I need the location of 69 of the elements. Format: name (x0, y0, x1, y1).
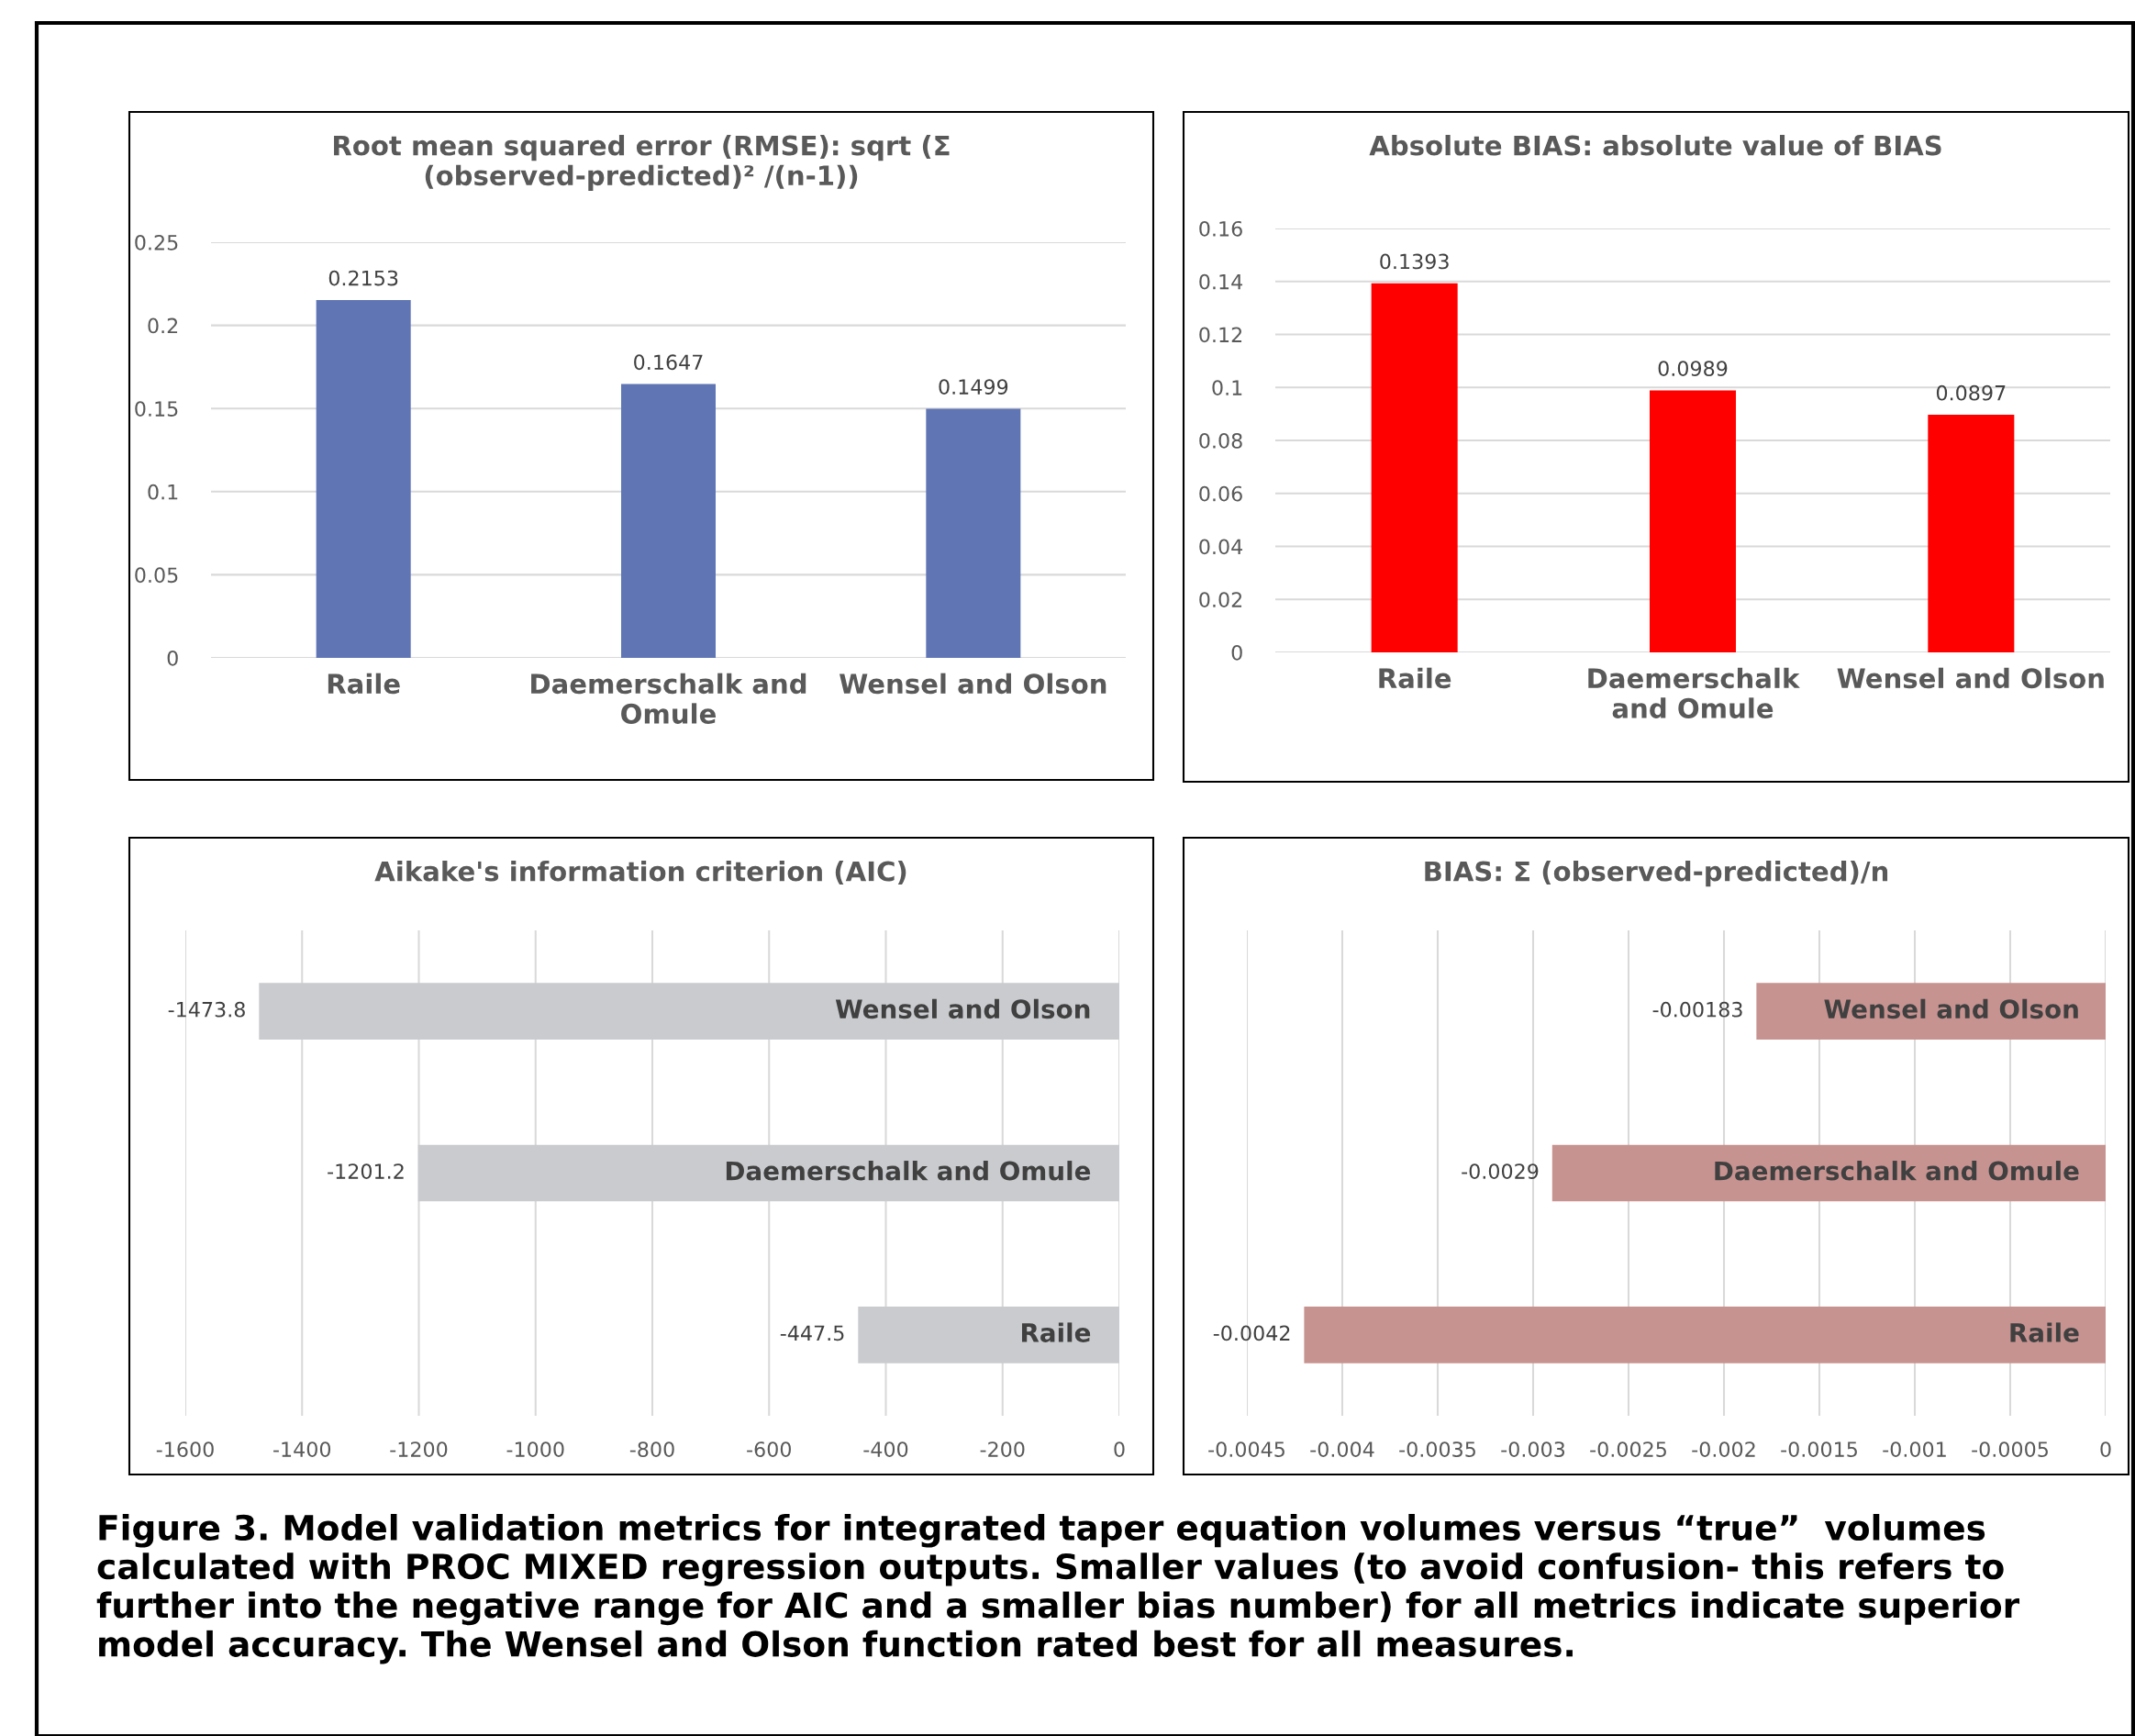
x-tick-label: -1400 (273, 1441, 331, 1457)
category-label: Wensel and Olson (1824, 998, 2078, 1019)
category-label: Raile (2010, 1322, 2079, 1342)
y-tick-label: 0.12 (1199, 327, 1242, 343)
x-tick-label: -0.001 (1883, 1441, 1946, 1457)
y-tick-label: 0 (167, 650, 178, 666)
category-label: Raile (1021, 1322, 1091, 1342)
y-tick-label: 0.02 (1199, 592, 1242, 608)
bar (1928, 414, 2015, 652)
x-tick-label: -0.0035 (1399, 1441, 1475, 1457)
y-tick-label: 0.2 (148, 317, 178, 334)
bar (1649, 390, 1737, 652)
x-tick-label: Daemerschalk and Omule (1588, 667, 1800, 718)
x-tick-label: -400 (863, 1441, 908, 1457)
data-label: -1201.2 (328, 1163, 404, 1179)
chart-title: Absolute BIAS: absolute value of BIAS (1369, 135, 1941, 156)
x-tick-label: -0.0015 (1781, 1441, 1857, 1457)
y-tick-label: 0.14 (1199, 273, 1243, 290)
x-tick-label: Wensel and Olson (1837, 667, 2104, 689)
x-tick-label: 0 (2100, 1441, 2111, 1457)
x-tick-label: -1200 (390, 1441, 448, 1457)
category-label: Daemerschalk and Omule (726, 1161, 1091, 1181)
chart-title: Root mean squared error (RMSE): sqrt (Σ (observed-predicted)² /(n-1)) (334, 135, 950, 191)
x-tick-label: Raile (328, 673, 400, 695)
bar (620, 384, 717, 658)
y-tick-label: 0.08 (1199, 432, 1242, 449)
data-label: 0.1393 (1380, 253, 1449, 270)
x-tick-label: -600 (747, 1441, 791, 1457)
x-tick-label: -0.004 (1310, 1441, 1374, 1457)
x-tick-label: -0.0045 (1208, 1441, 1284, 1457)
y-tick-label: 0.1 (1212, 380, 1242, 396)
x-tick-label: Raile (1379, 667, 1451, 689)
caption: Figure 3. Model validation metrics for integrated taper equation volumes versus “true” volumes calculated with PROC MIXED regression outputs. Smaller values (to avoid confusion- this refers to further into the negative range for AIC and a smaller bias number) for all metrics indicate superior model accuracy. The Wensel and Olson function rated best for all measures. (96, 1514, 2020, 1664)
data-label: 0.2153 (328, 270, 398, 286)
x-tick-label: -1600 (156, 1441, 214, 1457)
bar (926, 408, 1021, 658)
data-label: -0.0042 (1213, 1325, 1290, 1341)
data-label: 0.1647 (634, 354, 703, 371)
x-tick-label: -0.0005 (1972, 1441, 2048, 1457)
chart-title: Aikake's information criterion (AIC) (374, 861, 906, 885)
data-label: 0.1499 (939, 379, 1008, 395)
data-label: -0.0029 (1462, 1163, 1539, 1179)
data-label: -1473.8 (168, 1001, 245, 1018)
category-label: Wensel and Olson (835, 998, 1090, 1019)
x-tick-label: -0.0025 (1590, 1441, 1666, 1457)
y-tick-label: 0.15 (135, 401, 178, 417)
x-tick-label: Daemerschalk and Omule (531, 673, 806, 724)
y-tick-label: 0.05 (135, 567, 178, 584)
bar (316, 299, 411, 658)
x-tick-label: -0.003 (1501, 1441, 1565, 1457)
y-tick-label: 0.04 (1199, 539, 1243, 555)
x-tick-label: -1000 (506, 1441, 564, 1457)
data-label: 0.0989 (1658, 361, 1728, 377)
x-tick-label: -0.002 (1692, 1441, 1755, 1457)
x-tick-label: 0 (1114, 1441, 1125, 1457)
data-label: 0.0897 (1936, 384, 2006, 401)
y-tick-label: 0.1 (148, 484, 178, 500)
chart-title: BIAS: Σ (observed-predicted)/n (1425, 861, 1888, 887)
x-tick-label: -800 (629, 1441, 674, 1457)
data-label: -0.00183 (1652, 1001, 1742, 1018)
y-tick-label: 0.25 (135, 234, 178, 250)
category-label: Daemerschalk and Omule (1715, 1161, 2079, 1181)
x-tick-label: -200 (980, 1441, 1025, 1457)
bar (1371, 283, 1458, 652)
y-tick-label: 0.16 (1199, 220, 1242, 237)
y-tick-label: 0.06 (1199, 485, 1242, 502)
data-label: -447.5 (780, 1325, 844, 1341)
x-tick-label: Wensel and Olson (840, 673, 1106, 695)
y-tick-label: 0 (1231, 644, 1242, 661)
